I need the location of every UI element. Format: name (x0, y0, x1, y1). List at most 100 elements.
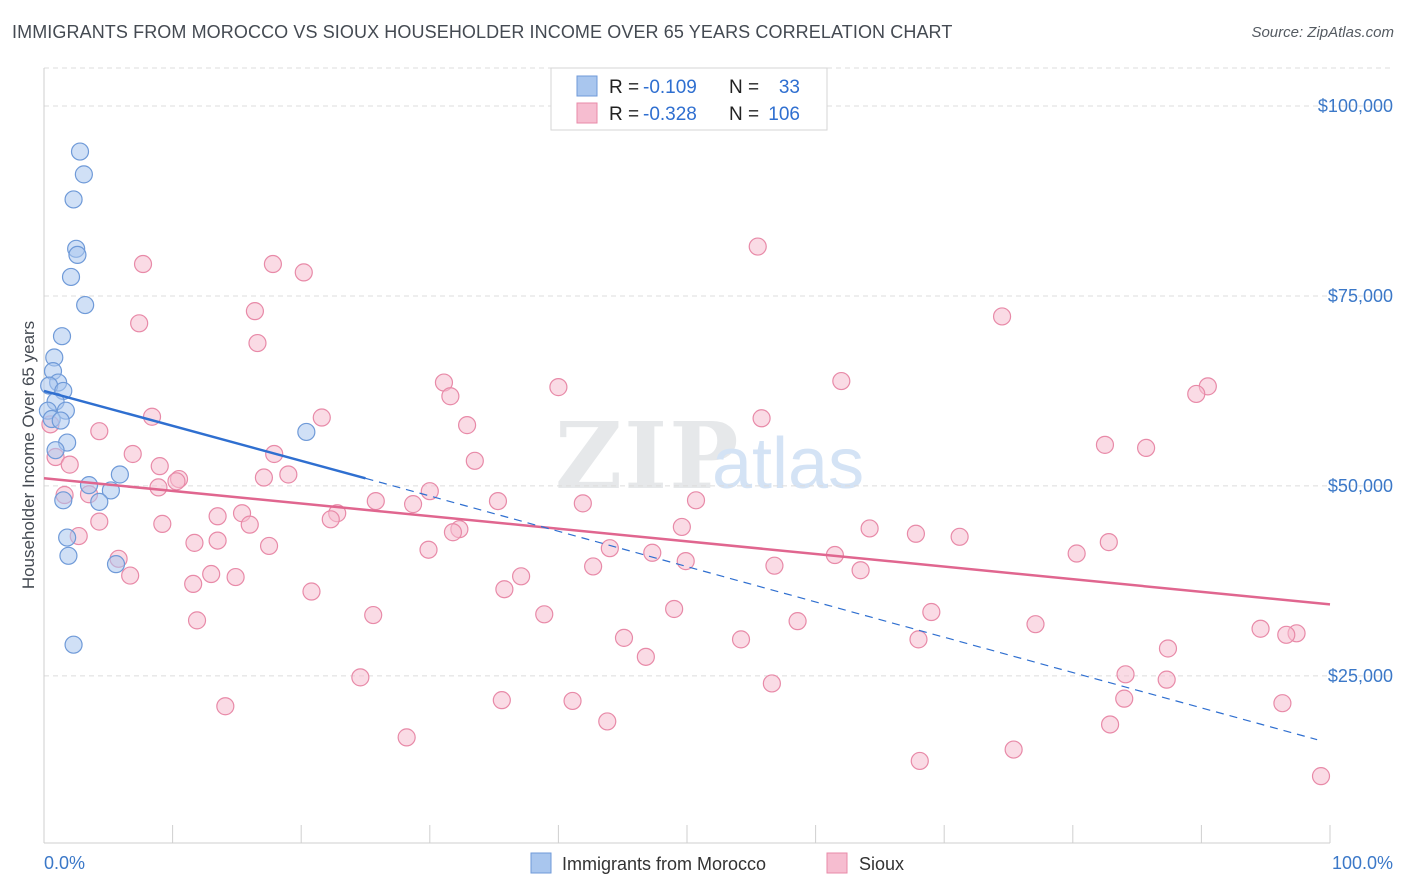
sioux-point (614, 628, 634, 647)
sioux-point (90, 512, 109, 531)
morocco-point (54, 491, 73, 510)
sioux-point (226, 567, 245, 587)
sioux-point (906, 524, 926, 543)
sioux-point (1116, 665, 1135, 684)
morocco-point (74, 165, 93, 184)
sioux-point (909, 630, 928, 649)
sioux-point (90, 422, 109, 441)
sioux-point (1100, 715, 1120, 734)
sioux-point (202, 564, 221, 584)
morocco-trend-line (43, 389, 366, 480)
series-legend-swatch-sioux (826, 852, 848, 874)
sioux-point (254, 468, 274, 487)
morocco-point (106, 555, 126, 574)
series-legend-label-morocco: Immigrants from Morocco (562, 854, 766, 874)
series-legend-swatch-morocco (530, 852, 552, 874)
sioux-point (1026, 615, 1045, 634)
x-tick-label-min: 0.0% (44, 853, 85, 873)
sioux-point (535, 605, 554, 624)
stats-legend-n-value-morocco: 33 (779, 77, 800, 98)
sioux-point (492, 691, 511, 710)
morocco-point (58, 528, 77, 547)
trend-lines (43, 389, 1331, 741)
sioux-point (240, 515, 259, 534)
sioux-point (279, 465, 298, 484)
series-legend-item-morocco[interactable]: Immigrants from Morocco (530, 852, 766, 874)
x-tick-label-max: 100.0% (1332, 853, 1393, 873)
sioux-point (187, 611, 207, 630)
sioux-point (1099, 533, 1118, 552)
stats-legend-r-label-morocco: R = (609, 77, 639, 98)
sioux-point (465, 451, 484, 470)
stats-legend-n-label-morocco: N = (729, 77, 759, 98)
sioux-point (443, 523, 463, 542)
morocco-point (59, 546, 78, 565)
sioux-point (1137, 438, 1156, 458)
morocco-point (68, 245, 87, 265)
morocco-trend-line-extrapolated (365, 477, 1318, 741)
sioux-point (153, 514, 172, 533)
sioux-point (1115, 689, 1134, 708)
stats-legend-n-label-sioux: N = (729, 104, 759, 125)
sioux-point (419, 540, 438, 559)
sioux-point (208, 531, 227, 550)
sioux-point (150, 457, 169, 476)
sioux-point (765, 556, 784, 575)
y-axis-label: Householder Income Over 65 years (19, 321, 38, 589)
morocco-point (61, 267, 81, 287)
sioux-point (922, 602, 941, 622)
morocco-point (110, 465, 129, 484)
stats-legend-swatch-sioux (576, 102, 598, 124)
y-tick-label: $75,000 (1328, 286, 1393, 306)
sioux-point (676, 552, 695, 571)
sioux-point (752, 409, 771, 428)
stats-legend: R = -0.109 N = 33 R = -0.328 N = 106 (550, 67, 828, 131)
source-label[interactable]: Source: ZipAtlas.com (1251, 24, 1394, 41)
watermark-atlas: atlas (712, 424, 864, 504)
sioux-point (403, 495, 423, 514)
sioux-point (167, 472, 186, 491)
morocco-point (46, 441, 65, 460)
sioux-point (60, 455, 79, 474)
stats-legend-r-value-sioux: -0.328 (643, 104, 697, 125)
morocco-point (297, 422, 316, 442)
sioux-point (1311, 767, 1331, 786)
sioux-point (950, 527, 969, 546)
morocco-point (64, 190, 83, 209)
sioux-point (1187, 384, 1206, 404)
sioux-point (910, 751, 929, 771)
sioux-point (263, 254, 283, 274)
sioux-point (441, 387, 460, 406)
stats-legend-n-value-sioux: 106 (768, 104, 800, 125)
sioux-point (1273, 694, 1292, 713)
series-legend-item-sioux[interactable]: Sioux (826, 852, 904, 874)
y-tick-label: $25,000 (1328, 666, 1393, 686)
sioux-point (208, 507, 227, 526)
morocco-point (64, 635, 83, 654)
sioux-point (1095, 435, 1115, 454)
sioux-point (457, 416, 477, 435)
stats-legend-swatch-morocco (576, 75, 598, 97)
sioux-point (636, 647, 655, 666)
sioux-point (731, 630, 751, 649)
sioux-point (123, 444, 142, 464)
sioux-point (584, 557, 603, 576)
sioux-point (665, 599, 684, 619)
chart-title: IMMIGRANTS FROM MOROCCO VS SIOUX HOUSEHO… (12, 22, 953, 42)
sioux-point (248, 333, 267, 353)
sioux-point (1004, 740, 1023, 759)
sioux-point (121, 566, 140, 585)
sioux-point (573, 494, 592, 513)
sioux-point (294, 263, 313, 282)
sioux-point (420, 482, 439, 501)
watermark-zip: ZIP (555, 402, 740, 510)
morocco-point (79, 476, 99, 495)
sioux-point (1277, 625, 1296, 644)
sioux-point (185, 533, 204, 552)
series-legend: Immigrants from Morocco Sioux (530, 852, 904, 874)
sioux-point (130, 314, 149, 333)
sioux-trend-line (43, 477, 1331, 606)
sioux-point (366, 491, 385, 511)
sioux-point (762, 674, 781, 693)
